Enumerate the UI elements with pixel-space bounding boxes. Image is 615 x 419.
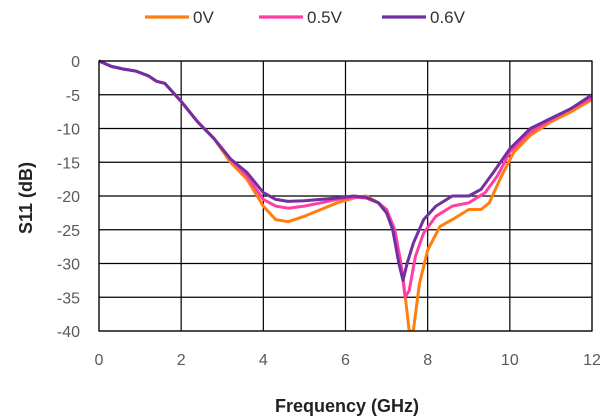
x-tick-label: 2 xyxy=(177,352,186,369)
x-tick-label: 0 xyxy=(95,352,104,369)
legend-label: 0.6V xyxy=(430,8,466,27)
x-tick-labels: 0 2 4 6 8 10 12 xyxy=(95,352,601,369)
x-axis-title: Frequency (GHz) xyxy=(275,396,419,416)
y-tick-label: -10 xyxy=(57,122,80,139)
x-tick-label: 12 xyxy=(583,352,601,369)
x-tick-label: 8 xyxy=(423,352,432,369)
legend-label: 0V xyxy=(193,8,214,27)
series-line-0-6V xyxy=(99,59,592,282)
y-tick-label: -30 xyxy=(57,257,80,274)
y-tick-labels: 0 -5 -10 -15 -20 -25 -30 -35 -40 xyxy=(57,54,80,341)
y-tick-label: 0 xyxy=(71,54,80,71)
y-axis-title: S11 (dB) xyxy=(16,162,36,234)
x-tick-label: 10 xyxy=(501,352,519,369)
plot-border xyxy=(98,60,593,332)
y-tick-label: -25 xyxy=(57,223,80,240)
y-tick-label: -15 xyxy=(57,155,80,172)
y-tick-label: -40 xyxy=(57,324,80,341)
y-tick-label: -20 xyxy=(57,189,80,206)
x-tick-label: 6 xyxy=(341,352,350,369)
legend-label: 0.5V xyxy=(307,8,343,27)
x-tick-label: 4 xyxy=(259,352,268,369)
y-tick-label: -5 xyxy=(66,88,80,105)
legend: 0V 0.5V 0.6V xyxy=(145,8,466,27)
y-tick-label: -35 xyxy=(57,290,80,307)
series-lines xyxy=(99,59,592,331)
plot-frame xyxy=(98,60,593,332)
